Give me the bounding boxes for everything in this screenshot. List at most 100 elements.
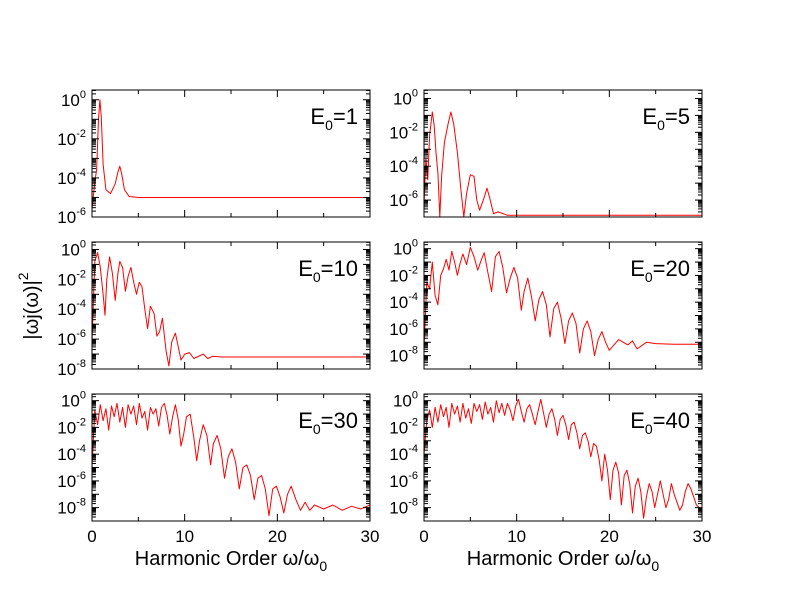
panel-label-main: E (642, 104, 657, 129)
y-tick-label: 10-2 (57, 416, 86, 437)
x-axis-label: Harmonic Order ω/ω0 (467, 548, 660, 574)
panel-label-subscript: 0 (645, 421, 653, 437)
panel-label-subscript: 0 (313, 269, 321, 285)
y-tick-label: 10-6 (57, 470, 86, 491)
panel-label: E0=40 (630, 408, 690, 437)
y-tick-base: 10 (61, 91, 80, 110)
y-tick-base: 10 (389, 499, 408, 518)
panel-label: E0=10 (298, 256, 358, 285)
y-tick-exponent: -2 (408, 416, 418, 428)
y-axis-label: |ωj(ω)|2 (15, 272, 43, 339)
y-tick-base: 10 (389, 266, 408, 285)
x-tick-label: 20 (600, 527, 619, 546)
y-tick-base: 10 (389, 445, 408, 464)
y-tick-exponent: -4 (408, 155, 418, 167)
panel-label: E0=5 (642, 104, 690, 133)
y-tick-label: 10-2 (389, 416, 418, 437)
panel-label-main: E (310, 104, 325, 129)
y-tick-label: 100 (61, 89, 86, 110)
y-tick-exponent: -2 (76, 128, 86, 140)
data-series-line (423, 398, 703, 519)
y-tick-exponent: 0 (412, 238, 418, 250)
y-tick-label: 10-8 (57, 497, 86, 518)
y-tick-label: 10-2 (57, 128, 86, 149)
panel-label-value: =20 (653, 256, 690, 281)
data-series-line (423, 111, 702, 218)
y-tick-exponent: -8 (408, 345, 418, 357)
x-tick-label: 0 (87, 527, 96, 546)
x-tick-label: 20 (268, 527, 287, 546)
y-tick-base: 10 (57, 445, 76, 464)
y-tick-exponent: -6 (408, 470, 418, 482)
y-tick-label: 10-4 (57, 298, 86, 319)
y-tick-exponent: -8 (408, 497, 418, 509)
y-tick-exponent: -4 (76, 298, 86, 310)
y-tick-exponent: -2 (76, 416, 86, 428)
y-tick-label: 10-2 (389, 264, 418, 285)
y-tick-exponent: -4 (408, 291, 418, 303)
x-axis-label-subscript: 0 (651, 558, 659, 574)
y-tick-exponent: -6 (76, 328, 86, 340)
y-axis-label-main: |ωj(ω)| (21, 280, 43, 339)
y-tick-base: 10 (389, 320, 408, 339)
panel-label-main: E (630, 408, 645, 433)
y-tick-base: 10 (389, 157, 408, 176)
y-tick-label: 100 (61, 390, 86, 411)
panel-label-subscript: 0 (313, 421, 321, 437)
panel-label: E0=1 (310, 104, 358, 133)
y-tick-base: 10 (389, 293, 408, 312)
panel-label-subscript: 0 (645, 269, 653, 285)
y-tick-base: 10 (57, 360, 76, 379)
x-tick-label: 10 (507, 527, 526, 546)
y-axis-label-exponent: 2 (15, 272, 31, 280)
y-tick-label: 100 (393, 87, 418, 108)
y-tick-exponent: -4 (408, 443, 418, 455)
y-tick-label: 10-4 (57, 167, 86, 188)
panel-label-value: =1 (333, 104, 358, 129)
y-tick-exponent: -4 (76, 167, 86, 179)
y-tick-base: 10 (57, 499, 76, 518)
data-series-line (91, 252, 370, 367)
y-tick-exponent: -8 (76, 358, 86, 370)
y-tick-exponent: -2 (76, 268, 86, 280)
y-tick-base: 10 (57, 169, 76, 188)
panel-label-main: E (298, 256, 313, 281)
panel-label-main: E (630, 256, 645, 281)
y-tick-label: 10-6 (389, 189, 418, 210)
y-tick-base: 10 (57, 208, 76, 227)
y-tick-base: 10 (57, 472, 76, 491)
y-tick-label: 100 (393, 390, 418, 411)
y-tick-exponent: -6 (408, 189, 418, 201)
y-tick-label: 100 (393, 238, 418, 259)
data-series-line (91, 402, 371, 517)
y-tick-exponent: 0 (412, 87, 418, 99)
panel-label-main: E (298, 408, 313, 433)
x-tick-label: 30 (693, 527, 712, 546)
y-tick-base: 10 (389, 472, 408, 491)
panel-label: E0=20 (630, 256, 690, 285)
y-tick-base: 10 (61, 392, 80, 411)
y-tick-exponent: -6 (76, 206, 86, 218)
x-axis-label: Harmonic Order ω/ω0 (135, 548, 328, 574)
y-tick-label: 10-6 (389, 470, 418, 491)
panel-label-subscript: 0 (657, 117, 665, 133)
y-tick-exponent: -2 (408, 264, 418, 276)
panel-label: E0=30 (298, 408, 358, 437)
y-tick-base: 10 (393, 89, 412, 108)
y-tick-exponent: 0 (80, 89, 86, 101)
y-tick-base: 10 (57, 270, 76, 289)
y-tick-base: 10 (389, 123, 408, 142)
x-tick-label: 30 (361, 527, 380, 546)
y-tick-base: 10 (57, 418, 76, 437)
panel-label-value: =30 (321, 408, 358, 433)
y-tick-exponent: 0 (80, 238, 86, 250)
y-tick-exponent: -6 (408, 318, 418, 330)
data-series-line (91, 99, 370, 210)
y-tick-exponent: 0 (80, 390, 86, 402)
y-tick-label: 10-4 (57, 443, 86, 464)
y-tick-label: 10-6 (57, 328, 86, 349)
panel-label-value: =40 (653, 408, 690, 433)
